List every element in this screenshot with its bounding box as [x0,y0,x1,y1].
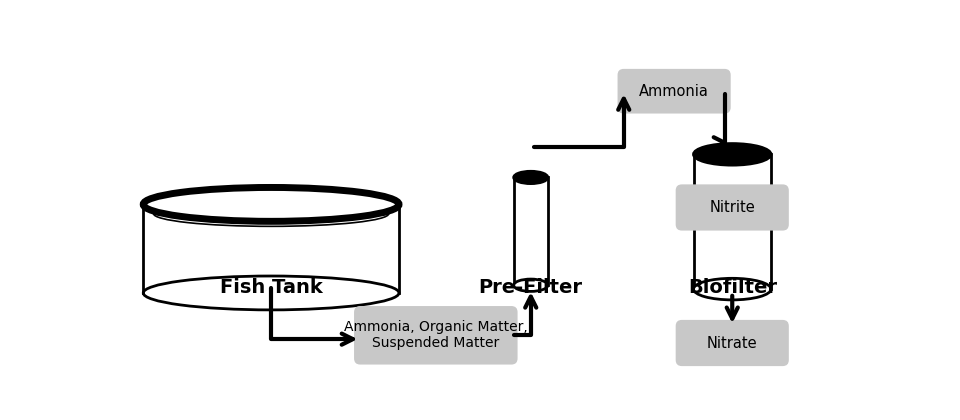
Text: Pre-Filter: Pre-Filter [479,278,583,297]
Text: Nitrite: Nitrite [709,200,756,215]
Text: Ammonia, Organic Matter,
Suspended Matter: Ammonia, Organic Matter, Suspended Matte… [344,320,528,350]
Text: Biofilter: Biofilter [687,278,777,297]
FancyBboxPatch shape [354,306,517,365]
Ellipse shape [693,278,771,300]
FancyBboxPatch shape [676,184,789,231]
Text: Fish Tank: Fish Tank [220,278,323,297]
Ellipse shape [514,279,548,291]
FancyBboxPatch shape [676,320,789,366]
Ellipse shape [693,144,771,165]
Ellipse shape [143,276,399,310]
Ellipse shape [143,187,399,221]
Text: Ammonia: Ammonia [639,84,709,99]
Ellipse shape [514,171,548,184]
FancyBboxPatch shape [617,69,731,113]
Text: Nitrate: Nitrate [707,336,757,351]
